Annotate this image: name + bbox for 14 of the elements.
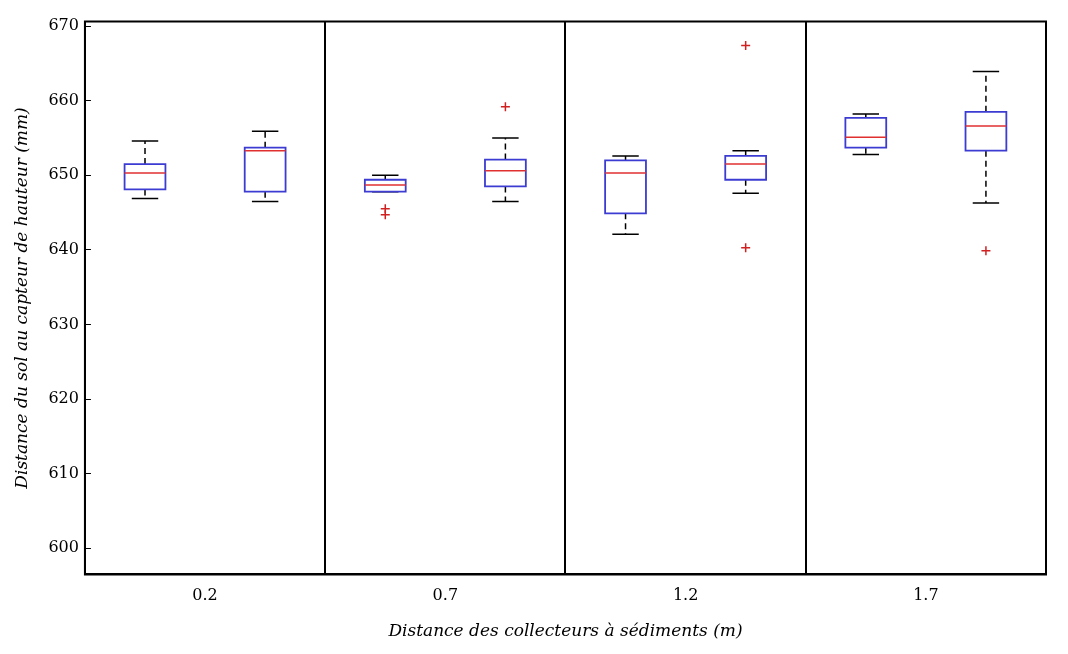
y-axis-title: Distance du sol au capteur de hauteur (mm) (10, 107, 31, 490)
y-tick-label: 640 (48, 239, 79, 259)
y-tick-label: 650 (48, 164, 79, 184)
y-tick-label: 610 (48, 462, 79, 482)
y-tick-label: 600 (48, 537, 79, 557)
x-axis-title: Distance des collecteurs à sédiments (m) (387, 620, 743, 641)
x-tick-label: 0.2 (192, 585, 218, 605)
x-tick-label: 1.2 (672, 585, 699, 605)
x-tick-label: 0.7 (432, 585, 459, 605)
x-tick-label: 1.7 (913, 585, 939, 605)
y-tick-label: 660 (48, 89, 79, 109)
y-tick-label: 670 (48, 15, 79, 35)
y-tick-label: 630 (48, 313, 79, 333)
y-tick-label: 620 (48, 388, 79, 408)
